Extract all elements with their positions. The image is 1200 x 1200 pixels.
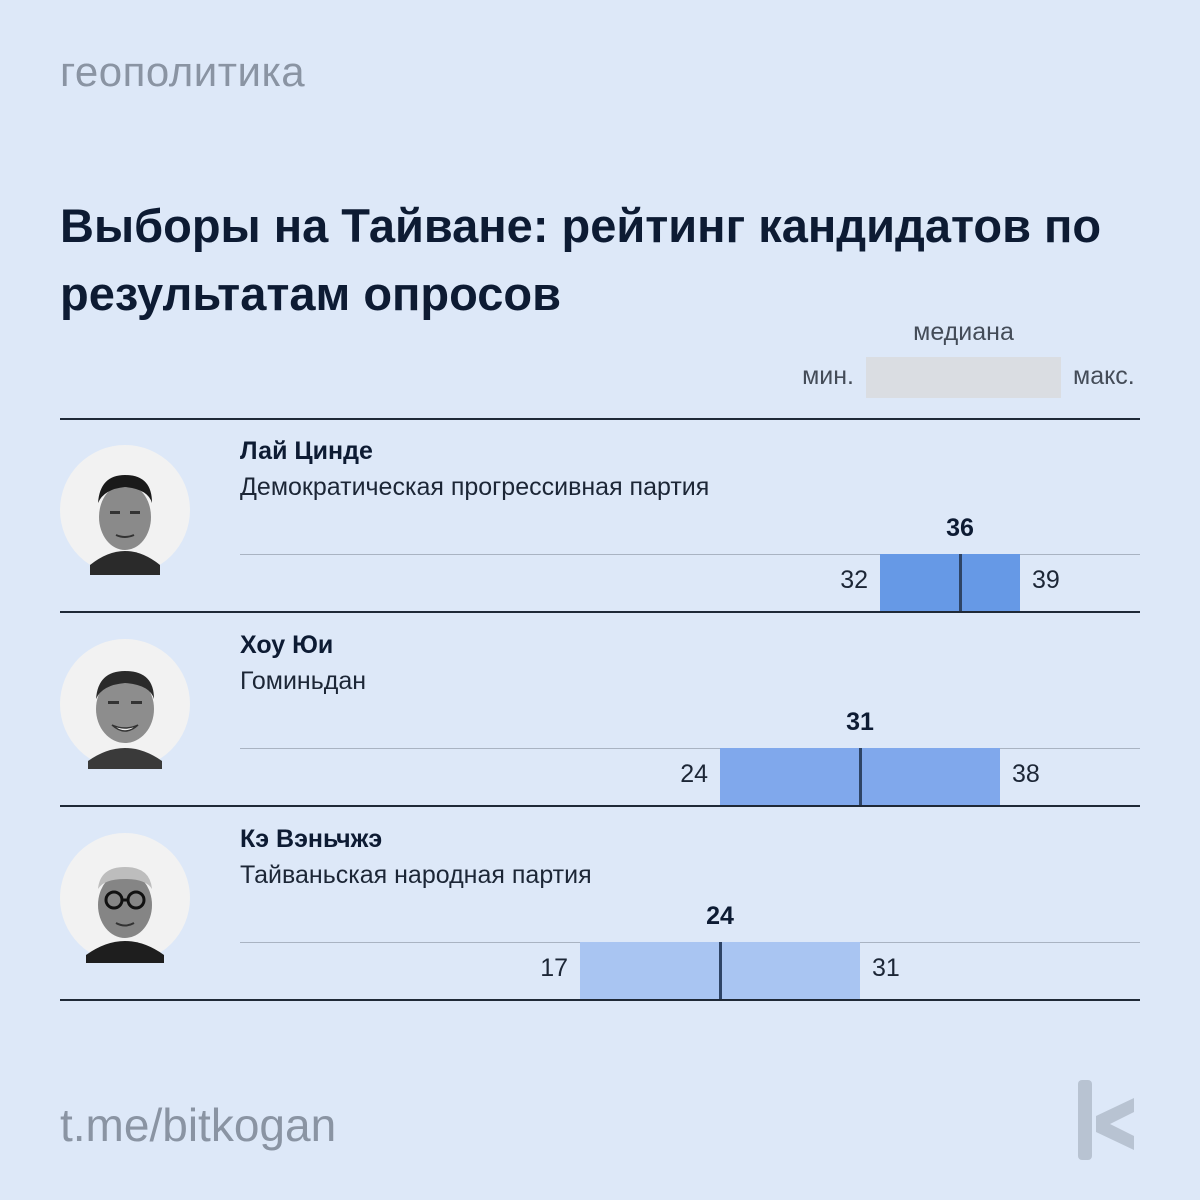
median-value-label: 36 bbox=[946, 514, 974, 542]
candidate-name: Кэ Вэньчжэ bbox=[240, 825, 383, 853]
portrait-ko-icon bbox=[60, 833, 190, 963]
candidate-party: Гоминьдан bbox=[240, 667, 367, 695]
max-value-label: 39 bbox=[1032, 566, 1060, 594]
row-separator bbox=[60, 805, 1140, 807]
candidate-row: Кэ Вэньчжэ Тайваньская народная партия 24 1… bbox=[0, 805, 1200, 1001]
range-bar-area: 31 24 38 bbox=[240, 708, 1140, 806]
candidate-name: Хоу Юи bbox=[240, 631, 334, 659]
baseline bbox=[240, 748, 1140, 749]
median-value-label: 31 bbox=[846, 708, 874, 736]
median-value-label: 24 bbox=[706, 902, 734, 930]
max-value-label: 31 bbox=[872, 954, 900, 982]
min-value-label: 17 bbox=[540, 954, 568, 982]
min-value-label: 24 bbox=[680, 760, 708, 788]
legend-max-label: макс. bbox=[1073, 362, 1135, 390]
legend-min-label: мин. bbox=[802, 362, 854, 390]
range-bar-area: 24 17 31 bbox=[240, 902, 1140, 1000]
footer-channel-link[interactable]: t.me/bitkogan bbox=[60, 1099, 337, 1151]
bitkogan-logo-icon bbox=[1072, 1076, 1142, 1169]
max-value-label: 38 bbox=[1012, 760, 1040, 788]
table-bottom-rule bbox=[60, 999, 1140, 1001]
min-value-label: 32 bbox=[840, 566, 868, 594]
candidate-row: Хоу Юи Гоминьдан 31 24 38 bbox=[0, 611, 1200, 807]
row-separator bbox=[60, 611, 1140, 613]
candidate-party: Тайваньская народная партия bbox=[240, 861, 592, 889]
category-label: геополитика bbox=[60, 48, 306, 95]
median-marker bbox=[958, 554, 962, 612]
chart-title: Выборы на Тайване: рейтинг кандидатов по… bbox=[60, 199, 1102, 320]
range-bar-area: 36 32 39 bbox=[240, 514, 1140, 612]
legend-median-label: медиана bbox=[913, 318, 1014, 346]
candidate-party: Демократическая прогрессивная партия bbox=[240, 473, 710, 501]
table-top-rule bbox=[60, 418, 1140, 420]
median-marker bbox=[858, 748, 862, 806]
baseline bbox=[240, 554, 1140, 555]
median-marker bbox=[718, 942, 722, 1000]
portrait-lai-icon bbox=[60, 445, 190, 575]
candidate-name: Лай Цинде bbox=[240, 437, 373, 465]
range-bar bbox=[880, 554, 1020, 612]
legend-range-box bbox=[866, 357, 1061, 398]
portrait-hou-icon bbox=[60, 639, 190, 769]
candidate-row: Лай Цинде Демократическая прогрессивная п… bbox=[0, 419, 1200, 613]
